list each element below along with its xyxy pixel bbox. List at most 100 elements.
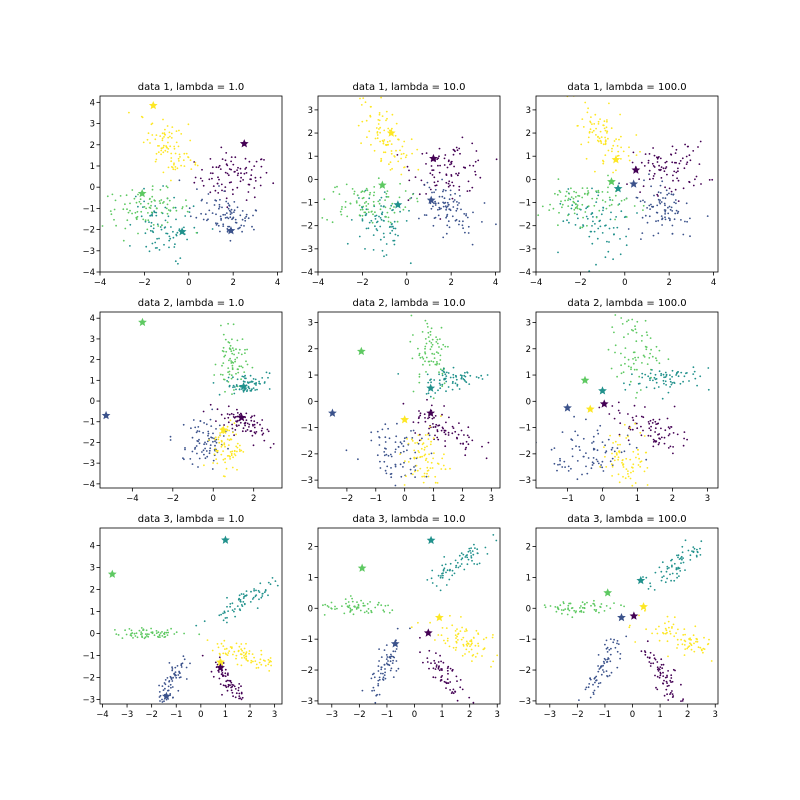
x-tick-label: 0 [630,710,635,720]
data-point [622,475,624,478]
data-point [389,453,392,456]
data-point [362,602,365,605]
data-point [245,199,248,202]
data-point [230,681,233,684]
x-tick-label: −2 [145,710,158,720]
data-point [593,603,596,605]
data-point [639,200,642,203]
data-point [625,437,628,439]
data-point [432,667,435,670]
data-point [646,467,649,469]
data-point [208,178,211,181]
data-point [237,689,240,692]
data-point [592,220,594,223]
data-point [438,208,441,211]
data-point [385,192,388,195]
data-point [601,199,604,202]
data-point [630,329,633,331]
data-point [382,232,385,235]
y-tick-label: 0 [526,604,531,614]
data-point [604,256,607,259]
data-point [435,336,437,338]
data-point [173,162,175,165]
data-point [428,416,431,419]
data-point [399,453,401,455]
data-point [147,635,150,638]
data-point [660,658,663,661]
data-point [582,437,585,440]
data-point [641,232,644,235]
data-point [462,553,465,556]
data-point [371,210,373,213]
y-tick-label: −3 [82,696,95,706]
data-point [428,186,431,189]
data-point [239,226,241,229]
data-point [451,197,454,200]
data-point [391,202,394,205]
data-point [471,243,474,246]
data-point [436,482,439,484]
data-point [427,438,430,440]
data-point [177,145,180,148]
data-point [248,652,251,655]
data-point [648,204,651,207]
data-point [649,379,651,381]
data-point [452,427,455,429]
data-point [225,680,228,683]
data-point [653,154,656,157]
data-point [234,454,237,457]
data-point [183,165,186,168]
data-point [473,637,475,639]
data-point [152,231,155,234]
data-point [649,372,652,375]
data-point [449,467,451,470]
data-point [587,136,590,139]
data-point [156,223,159,226]
data-point [215,441,218,444]
data-point [220,183,223,186]
data-point [642,185,645,188]
data-point [236,174,239,177]
data-point [667,206,669,209]
data-point [434,188,437,191]
data-point [559,604,562,607]
data-point [664,218,667,221]
data-point [326,605,329,607]
data-point [383,451,386,453]
data-point [334,608,336,610]
data-point [263,591,266,594]
data-point [671,565,673,568]
data-point [396,422,398,425]
data-point [240,378,243,381]
data-point [136,215,139,218]
data-point [184,215,187,217]
data-point [595,201,598,204]
data-point [383,255,385,258]
data-point [550,448,553,451]
data-point [431,352,434,355]
data-point [675,171,678,174]
data-point [189,215,192,218]
data-point [440,575,442,577]
data-point [253,588,256,590]
data-point [264,589,267,592]
data-point [173,145,176,148]
data-point [390,223,393,226]
data-point [242,390,245,393]
data-point [560,200,562,203]
data-point [447,431,450,434]
data-point [685,372,687,375]
data-point [465,629,468,632]
data-point [566,219,568,222]
data-point [263,159,265,161]
data-point [696,551,699,554]
data-point [393,220,396,223]
data-point [421,475,424,478]
data-point [643,201,646,203]
data-point [373,186,376,188]
data-point [690,644,693,647]
data-point [383,191,386,194]
data-point [597,665,599,667]
centroid-star [426,535,436,545]
data-point [469,645,471,648]
